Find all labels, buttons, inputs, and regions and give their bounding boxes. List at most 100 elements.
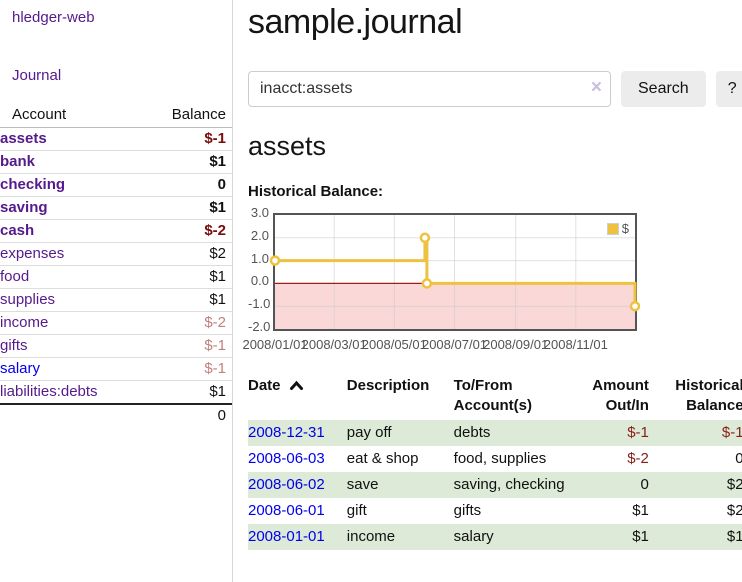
x-axis-tick-label: 2008/07/01 xyxy=(421,337,488,352)
x-axis-tick-label: 2008/11/01 xyxy=(543,337,608,352)
account-balance: $1 xyxy=(209,291,226,308)
account-link[interactable]: cash xyxy=(0,222,35,239)
y-axis-tick-label: 2.0 xyxy=(250,227,269,243)
register-table: Date Description To/From Account(s) Amount O… xyxy=(248,374,742,550)
register-column-header[interactable]: Date xyxy=(248,374,347,420)
account-balance: 0 xyxy=(217,176,226,193)
account-row: gifts $-1 xyxy=(0,334,232,358)
account-link[interactable]: saving xyxy=(0,199,48,216)
account-link[interactable]: gifts xyxy=(0,337,28,354)
transaction-accounts: food, supplies xyxy=(453,450,547,467)
transaction-description: save xyxy=(346,476,379,493)
account-row: food $1 xyxy=(0,265,232,289)
account-balance: $-2 xyxy=(204,314,226,331)
y-axis-tick-label: -2.0 xyxy=(248,319,271,334)
transaction-accounts: salary xyxy=(453,528,494,545)
account-row: assets $-1 xyxy=(0,127,232,151)
transaction-date-link[interactable]: 2008-06-02 xyxy=(248,476,325,493)
transaction-amount: $1 xyxy=(632,502,649,519)
account-balance: $-1 xyxy=(204,360,226,377)
transaction-balance: $2 xyxy=(726,502,742,519)
account-link[interactable]: income xyxy=(0,314,49,331)
help-button[interactable]: ? xyxy=(715,71,742,107)
accounts-header-account: Account xyxy=(12,106,67,123)
account-row: bank $1 xyxy=(0,150,232,174)
accounts-table: Account Balance assets $-1 bank $1 checking 0… xyxy=(0,103,232,427)
data-point-marker xyxy=(269,255,281,266)
transaction-date-link[interactable]: 2008-06-03 xyxy=(248,450,325,467)
y-axis-tick-label: 3.0 xyxy=(250,205,269,220)
transaction-amount: $-2 xyxy=(627,450,649,467)
x-axis-tick-label: 2008/09/01 xyxy=(483,337,549,352)
search-button[interactable]: Search xyxy=(621,71,706,107)
register-column-header[interactable]: Historical Balance xyxy=(675,377,742,414)
account-balance: $-1 xyxy=(204,337,226,354)
account-row: expenses $2 xyxy=(0,242,232,266)
transaction-amount: $1 xyxy=(632,528,649,545)
table-row: 2008-06-03 eat & shop food, supplies $-2 0 xyxy=(248,446,742,472)
legend-swatch-icon xyxy=(606,222,619,235)
x-axis-tick-label: 2008/01/01 xyxy=(242,337,308,352)
sort-asc-icon[interactable] xyxy=(289,380,304,391)
transaction-description: gift xyxy=(346,502,367,519)
account-balance: $2 xyxy=(209,245,226,262)
account-link[interactable]: liabilities:debts xyxy=(0,383,98,400)
account-row: cash $-2 xyxy=(0,219,232,243)
sidebar-item-journal[interactable]: Journal xyxy=(12,67,62,84)
transaction-balance: $2 xyxy=(726,476,742,493)
y-axis-tick-label: -1.0 xyxy=(248,296,271,312)
account-link[interactable]: expenses xyxy=(0,245,65,262)
account-link[interactable]: bank xyxy=(0,153,36,170)
transaction-description: pay off xyxy=(346,424,392,441)
account-link[interactable]: food xyxy=(0,268,30,285)
transaction-amount: 0 xyxy=(640,476,649,493)
clear-search-icon[interactable]: × xyxy=(590,77,602,98)
account-row: salary $-1 xyxy=(0,357,232,381)
transaction-balance: 0 xyxy=(735,450,742,467)
table-row: 2008-01-01 income salary $1 $1 xyxy=(248,524,742,550)
account-link[interactable]: supplies xyxy=(0,291,56,308)
account-link[interactable]: checking xyxy=(0,176,66,193)
table-row: 2008-06-02 save saving, checking 0 $2 xyxy=(248,472,742,498)
data-point-marker xyxy=(419,232,431,244)
x-axis-tick-label: 2008/05/01 xyxy=(361,337,427,352)
account-balance: $1 xyxy=(209,268,226,285)
register-column-header[interactable]: To/From Account(s) xyxy=(453,377,533,414)
transaction-description: income xyxy=(346,528,396,545)
register-column-header[interactable]: Description xyxy=(346,377,430,394)
account-row: income $-2 xyxy=(0,311,232,335)
transaction-date-link[interactable]: 2008-06-01 xyxy=(248,502,325,519)
search-input[interactable] xyxy=(248,71,611,107)
transaction-description: eat & shop xyxy=(346,450,419,467)
transaction-accounts: debts xyxy=(453,424,491,441)
transaction-balance: $1 xyxy=(726,528,742,545)
register-column-header[interactable]: Amount Out/In xyxy=(592,377,649,414)
page-title: sample.journal xyxy=(248,3,463,41)
transaction-date-link[interactable]: 2008-01-01 xyxy=(248,528,325,545)
chart-legend: $ xyxy=(605,220,630,237)
brand-link[interactable]: hledger-web xyxy=(12,9,95,26)
transaction-amount: $-1 xyxy=(627,424,649,441)
transaction-accounts: gifts xyxy=(453,502,482,519)
chart-heading: Historical Balance: xyxy=(248,183,384,200)
chart-plot-area: $ xyxy=(269,213,641,331)
account-balance: $-2 xyxy=(204,222,226,239)
account-balance: $1 xyxy=(209,153,226,170)
sidebar: hledger-web Journal Account Balance asse… xyxy=(0,0,233,582)
y-axis-tick-label: 1.0 xyxy=(250,250,269,266)
data-point-marker xyxy=(629,300,641,312)
account-link[interactable]: salary xyxy=(0,360,41,377)
account-row: supplies $1 xyxy=(0,288,232,312)
transaction-balance: $-1 xyxy=(721,424,742,441)
account-row: checking 0 xyxy=(0,173,232,197)
main-content: sample.journal × Search ? assets Histori… xyxy=(233,0,742,582)
legend-label: $ xyxy=(621,221,629,236)
account-row: liabilities:debts $1 xyxy=(0,380,232,405)
account-balance: $1 xyxy=(209,199,226,216)
accounts-total-row: 0 xyxy=(0,404,232,427)
account-balance: $1 xyxy=(209,383,226,400)
transaction-date-link[interactable]: 2008-12-31 xyxy=(248,424,325,441)
account-link[interactable]: assets xyxy=(0,130,47,147)
account-row: saving $1 xyxy=(0,196,232,220)
